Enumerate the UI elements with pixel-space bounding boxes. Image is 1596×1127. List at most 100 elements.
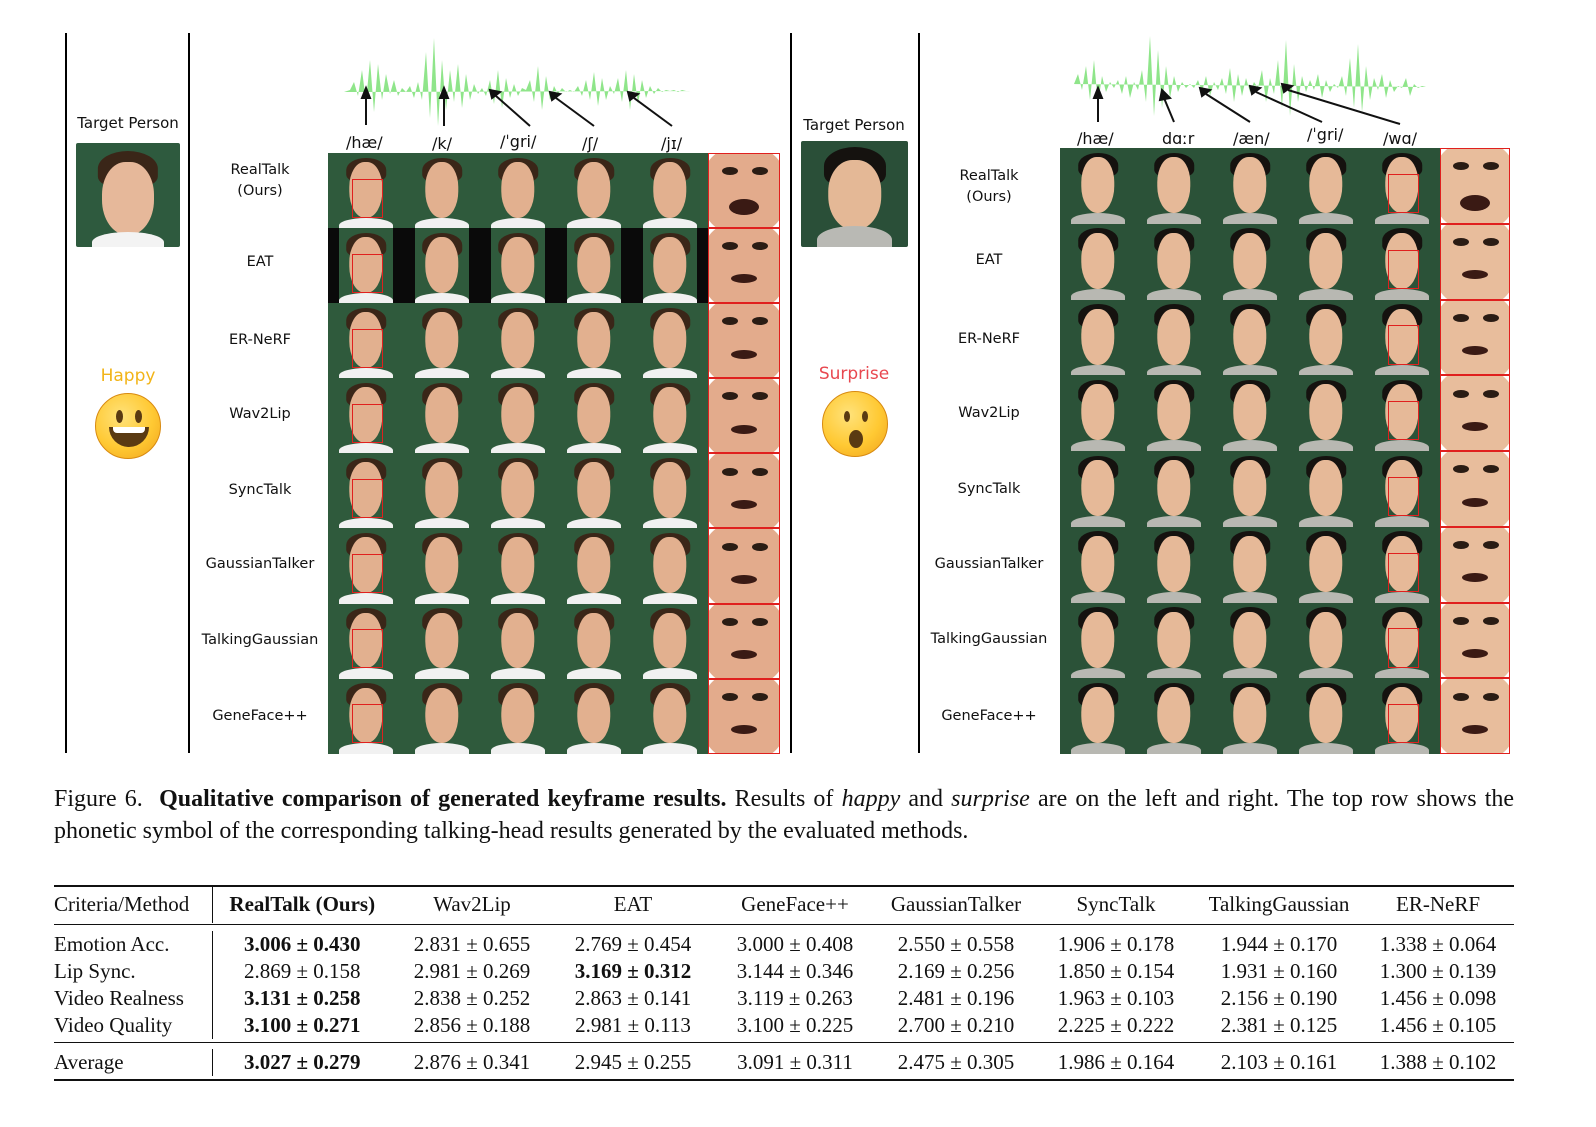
score-cell: 2.831 ± 0.655 (413, 932, 531, 956)
zoomed-mouth-crop (1440, 451, 1510, 527)
keyframe-thumbnail (328, 528, 404, 604)
right-target-label: Target Person (803, 116, 905, 134)
keyframe-thumbnail (632, 603, 708, 679)
table-row: Lip Sync. 2.869 ± 0.158 2.981 ± 0.269 3.169… (54, 958, 1514, 985)
keyframe-thumbnail (1364, 602, 1440, 679)
keyframe-thumbnail (1288, 299, 1364, 376)
keyframe-thumbnail (1364, 526, 1440, 603)
keyframe-thumbnail (1060, 678, 1136, 754)
keyframe-thumbnail (1364, 223, 1440, 300)
phoneme-label: /ʃ/ (582, 134, 599, 153)
score-cell: 2.225 ± 0.222 (1057, 1013, 1175, 1037)
table-average-row: Average 3.027 ± 0.279 2.876 ± 0.341 2.945 ±… (54, 1049, 1514, 1076)
keyframe-thumbnail (1364, 148, 1440, 224)
method-label: SyncTalk (957, 481, 1021, 497)
method-label: Wav2Lip (958, 405, 1020, 421)
score-cell: 3.144 ± 0.346 (736, 959, 854, 983)
keyframe-thumbnail (632, 153, 708, 229)
method-label: SyncTalk (228, 482, 292, 498)
keyframe-thumbnail (480, 528, 556, 604)
score-cell: 2.876 ± 0.341 (413, 1050, 531, 1074)
table-row: Emotion Acc. 3.006 ± 0.430 2.831 ± 0.655 2.… (54, 931, 1514, 958)
phoneme-label: /jɪ/ (661, 134, 683, 153)
right-emotion-label: Surprise (818, 364, 890, 384)
left-emotion-label: Happy (100, 366, 156, 386)
table-row: Video Realness 3.131 ± 0.258 2.838 ± 0.252… (54, 985, 1514, 1012)
keyframe-thumbnail (404, 378, 480, 454)
method-label: TalkingGaussian (930, 631, 1048, 647)
mouth-highlight-box (1388, 249, 1419, 289)
left-target-photo (76, 143, 180, 247)
grinning-face-icon (95, 393, 161, 459)
table-header-cell: EAT (613, 891, 653, 916)
hushed-face-icon (822, 391, 888, 457)
keyframe-thumbnail (1212, 451, 1288, 527)
mouth-highlight-box (1388, 401, 1419, 441)
keyframe-thumbnail (1060, 148, 1136, 224)
method-label: GaussianTalker (205, 556, 315, 572)
score-cell: 3.169 ± 0.312 (574, 959, 692, 983)
score-cell: 2.769 ± 0.454 (574, 932, 692, 956)
keyframe-thumbnail (1288, 451, 1364, 527)
keyframe-thumbnail (328, 153, 404, 229)
zoomed-mouth-crop (1440, 148, 1510, 224)
keyframe-thumbnail (480, 678, 556, 754)
left-target-label: Target Person (77, 114, 179, 132)
score-cell: 2.381 ± 0.125 (1220, 1013, 1338, 1037)
zoomed-mouth-crop (708, 528, 780, 604)
table-header-cell: Criteria/Method (54, 885, 213, 923)
keyframe-thumbnail (1212, 526, 1288, 603)
method-label: EAT (975, 252, 1003, 268)
figure-caption: Figure 6. Qualitative comparison of gene… (54, 783, 1514, 847)
keyframe-thumbnail (1212, 678, 1288, 754)
caption-text: are on the left and right. The top row s… (54, 786, 1515, 844)
score-cell: 3.131 ± 0.258 (243, 986, 361, 1010)
table-header-cell: Wav2Lip (433, 891, 511, 916)
row-label: Average (54, 1049, 213, 1076)
keyframe-thumbnail (632, 378, 708, 454)
zoomed-mouth-crop (708, 228, 780, 304)
keyframe-thumbnail (404, 678, 480, 754)
score-cell: 3.091 ± 0.311 (737, 1050, 853, 1074)
keyframe-thumbnail (556, 378, 632, 454)
score-cell: 2.103 ± 0.161 (1220, 1050, 1338, 1074)
score-cell: 1.300 ± 0.139 (1379, 959, 1497, 983)
score-cell: 3.100 ± 0.225 (736, 1013, 854, 1037)
mouth-highlight-box (352, 554, 383, 594)
mouth-highlight-box (352, 253, 383, 293)
score-cell: 1.456 ± 0.098 (1379, 986, 1497, 1010)
score-cell: 1.456 ± 0.105 (1379, 1013, 1497, 1037)
zoomed-mouth-crop (708, 378, 780, 454)
keyframe-thumbnail (1364, 678, 1440, 754)
phoneme-label: /wɑ/ (1383, 129, 1418, 148)
keyframe-thumbnail (328, 303, 404, 379)
method-label: Wav2Lip (229, 406, 291, 422)
mouth-highlight-box (352, 478, 383, 518)
keyframe-thumbnail (328, 378, 404, 454)
zoomed-mouth-crop (1440, 223, 1510, 300)
mouth-highlight-box (352, 704, 383, 744)
keyframe-thumbnail (1060, 602, 1136, 679)
mouth-highlight-box (352, 328, 383, 368)
keyframe-thumbnail (556, 603, 632, 679)
keyframe-thumbnail (556, 528, 632, 604)
table-header-rule (54, 924, 1514, 926)
score-cell: 3.006 ± 0.430 (243, 932, 361, 956)
score-cell: 2.700 ± 0.210 (897, 1013, 1015, 1037)
keyframe-thumbnail (1288, 526, 1364, 603)
score-cell: 2.156 ± 0.190 (1220, 986, 1338, 1010)
keyframe-thumbnail (1136, 451, 1212, 527)
keyframe-thumbnail (1364, 375, 1440, 451)
method-label: EAT (246, 254, 274, 270)
zoomed-mouth-crop (1440, 299, 1510, 376)
method-label: GaussianTalker (934, 556, 1044, 572)
zoomed-mouth-crop (708, 453, 780, 529)
score-cell: 2.981 ± 0.113 (575, 1013, 691, 1037)
keyframe-thumbnail (404, 153, 480, 229)
keyframe-thumbnail (1212, 375, 1288, 451)
zoomed-mouth-crop (708, 303, 780, 379)
keyframe-thumbnail (404, 303, 480, 379)
mouth-highlight-box (1388, 173, 1419, 214)
keyframe-thumbnail (632, 453, 708, 529)
keyframe-thumbnail (1288, 148, 1364, 224)
